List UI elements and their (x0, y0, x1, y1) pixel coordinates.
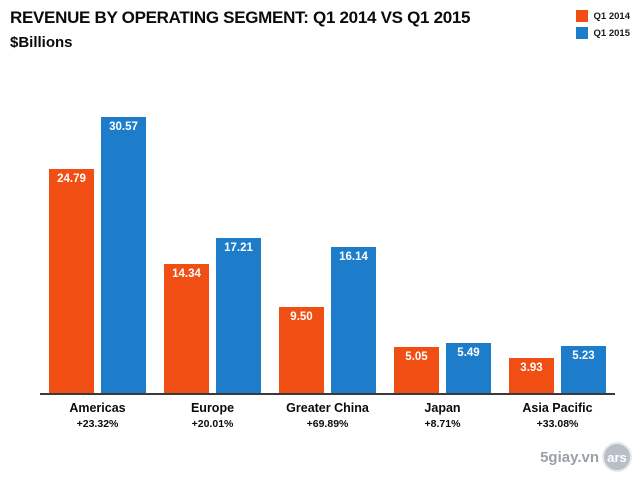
bar: 24.79 (49, 169, 94, 393)
bar: 30.57 (101, 117, 146, 393)
category-label: Greater China (286, 401, 369, 415)
legend-swatch-icon (575, 27, 588, 39)
bar-chart-plot-area: 24.79 30.57 14.34 17.21 9.50 16.14 5.05 5.49 3.9… (40, 111, 615, 393)
watermark: 5giay.vn ars (540, 442, 632, 472)
category-label-block: Europe +20.01% (155, 401, 270, 430)
legend-label: Q1 2014 (593, 10, 630, 22)
bar-value-label: 14.34 (172, 267, 201, 280)
pct-change-label: +8.71% (424, 418, 461, 430)
bar-pair: 14.34 17.21 (164, 237, 261, 393)
bar-value-label: 24.79 (57, 173, 86, 186)
category-label: Asia Pacific (522, 401, 593, 415)
chart-title: REVENUE BY OPERATING SEGMENT: Q1 2014 VS… (10, 8, 471, 27)
category-label-block: Americas +23.32% (40, 401, 155, 430)
bar: 17.21 (216, 237, 261, 393)
bar: 9.50 (279, 307, 324, 393)
bar-pair: 9.50 16.14 (279, 247, 376, 393)
bar: 5.05 (394, 347, 439, 393)
bar-value-label: 5.23 (572, 349, 595, 362)
legend-item: Q1 2014 (575, 10, 630, 22)
bar: 14.34 (164, 263, 209, 393)
pct-change-label: +23.32% (76, 418, 119, 430)
x-axis-labels: Americas +23.32% Europe +20.01% Greater Chin… (40, 401, 615, 430)
pct-change-label: +69.89% (306, 418, 349, 430)
bar: 5.23 (561, 345, 606, 393)
x-axis-line (40, 393, 615, 395)
bar-pair: 3.93 5.23 (509, 345, 606, 393)
bar-value-label: 9.50 (290, 311, 313, 324)
bar-group: 3.93 5.23 (500, 345, 615, 393)
category-label-block: Greater China +69.89% (270, 401, 385, 430)
chart-header: REVENUE BY OPERATING SEGMENT: Q1 2014 VS… (10, 8, 471, 51)
bar: 3.93 (509, 357, 554, 393)
bar: 16.14 (331, 247, 376, 393)
bar-value-label: 16.14 (339, 251, 368, 264)
bar-group: 9.50 16.14 (270, 247, 385, 393)
bar-value-label: 30.57 (109, 121, 138, 133)
bar-pair: 5.05 5.49 (394, 343, 491, 393)
legend-swatch-icon (575, 10, 588, 22)
legend: Q1 2014 Q1 2015 (575, 10, 630, 44)
bar-group: 5.05 5.49 (385, 343, 500, 393)
bar-value-label: 5.49 (457, 347, 480, 360)
bar-group: 24.79 30.57 (40, 117, 155, 393)
legend-item: Q1 2015 (575, 27, 630, 39)
legend-label: Q1 2015 (593, 27, 630, 39)
category-label: Japan (424, 401, 461, 415)
category-label: Americas (69, 401, 126, 415)
bar-value-label: 17.21 (224, 241, 253, 254)
bar-group: 14.34 17.21 (155, 237, 270, 393)
bar-value-label: 5.05 (405, 351, 428, 364)
chart-subtitle: $Billions (10, 34, 73, 51)
bar: 5.49 (446, 343, 491, 393)
category-label-block: Japan +8.71% (385, 401, 500, 430)
category-label: Europe (190, 401, 235, 415)
pct-change-label: +33.08% (536, 418, 579, 430)
ars-logo-icon: ars (602, 442, 632, 472)
bar-pair: 24.79 30.57 (49, 117, 146, 393)
bar-value-label: 3.93 (520, 361, 543, 374)
pct-change-label: +20.01% (191, 418, 234, 430)
category-label-block: Asia Pacific +33.08% (500, 401, 615, 430)
watermark-site-text: 5giay.vn (540, 448, 599, 466)
